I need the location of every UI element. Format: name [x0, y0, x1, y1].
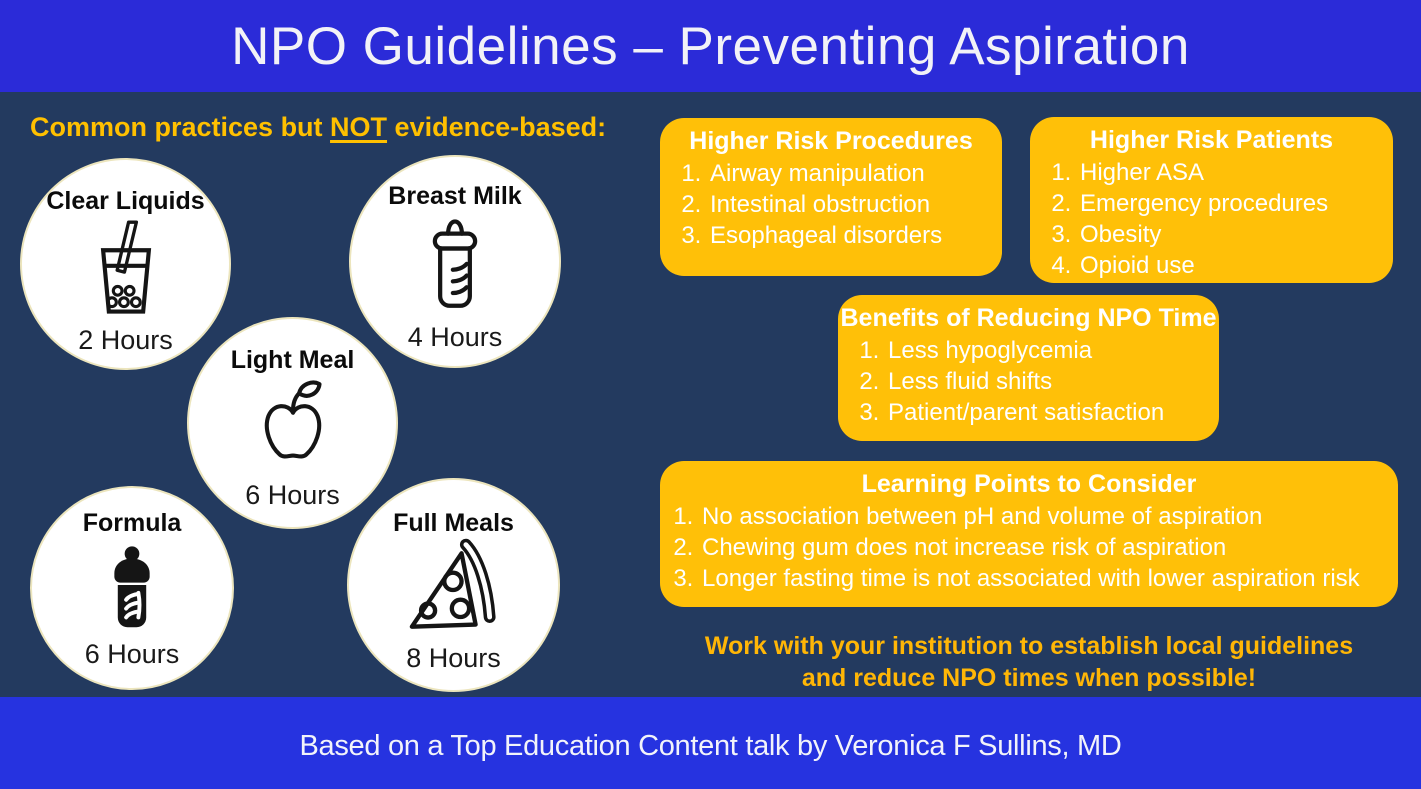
baby-bottle-solid-icon: [83, 536, 181, 640]
card-title: Benefits of Reducing NPO Time: [840, 304, 1217, 332]
fasting-item-label: Breast Milk: [388, 182, 522, 210]
title-banner: NPO Guidelines – Preventing Aspiration: [0, 0, 1421, 92]
card-list-item: Airway manipulation: [708, 158, 1002, 189]
card-higher-risk-procedures: Higher Risk Procedures Airway manipulati…: [660, 118, 1002, 276]
fasting-item-full-meals: Full Meals 8 Hours: [347, 478, 560, 692]
bubble-tea-cup-icon: [74, 214, 178, 326]
card-list-item: Patient/parent satisfaction: [886, 397, 1219, 428]
card-title: Higher Risk Patients: [1089, 126, 1334, 154]
fasting-item-formula: Formula 6 Hours: [30, 486, 234, 690]
card-benefits-reducing-npo-time: Benefits of Reducing NPO Time Less hypog…: [838, 295, 1219, 441]
card-list-item: Less fluid shifts: [886, 366, 1219, 397]
card-list: Higher ASA Emergency procedures Obesity …: [1030, 157, 1393, 281]
call-to-action-line1: Work with your institution to establish …: [704, 632, 1354, 660]
fasting-item-breast-milk: Breast Milk 4 Hours: [349, 155, 561, 368]
card-list-item: Opioid use: [1078, 250, 1393, 281]
call-to-action-line2: and reduce NPO times when possible!: [801, 664, 1257, 692]
heading-prefix: Common practices but: [30, 112, 331, 142]
credit-banner: Based on a Top Education Content talk by…: [0, 697, 1421, 789]
left-panel-heading: Common practices but NOT evidence-based:: [30, 112, 606, 143]
fasting-item-hours: 4 Hours: [407, 322, 503, 353]
card-title: Higher Risk Procedures: [689, 127, 973, 155]
card-list: No association between pH and volume of …: [660, 501, 1398, 594]
heading-emphasis: NOT: [330, 112, 388, 142]
fasting-item-clear-liquids: Clear Liquids 2 Hours: [20, 158, 231, 370]
pizza-slice-icon: [400, 536, 508, 644]
card-learning-points: Learning Points to Consider No associati…: [660, 461, 1398, 607]
fasting-item-hours: 6 Hours: [245, 480, 340, 511]
card-list-item: Higher ASA: [1078, 157, 1393, 188]
card-list-item: Chewing gum does not increase risk of as…: [700, 532, 1398, 563]
card-list-item: Intestinal obstruction: [708, 189, 1002, 220]
card-higher-risk-patients: Higher Risk Patients Higher ASA Emergenc…: [1030, 117, 1393, 283]
fasting-item-hours: 6 Hours: [84, 639, 180, 670]
card-list-item: Less hypoglycemia: [886, 335, 1219, 366]
fasting-item-label: Formula: [82, 509, 182, 537]
fasting-item-hours: 8 Hours: [406, 643, 501, 674]
heading-suffix: evidence-based:: [387, 112, 607, 142]
card-title: Learning Points to Consider: [861, 470, 1197, 498]
card-list-item: Emergency procedures: [1078, 188, 1393, 219]
card-list: Airway manipulation Intestinal obstructi…: [660, 158, 1002, 251]
fasting-item-label: Full Meals: [393, 509, 514, 537]
card-list-item: No association between pH and volume of …: [700, 501, 1398, 532]
credit-text: Based on a Top Education Content talk by…: [299, 729, 1122, 762]
call-to-action: Work with your institution to establish …: [660, 630, 1398, 694]
card-list-item: Esophageal disorders: [708, 220, 1002, 251]
fasting-item-label: Light Meal: [230, 346, 355, 374]
fasting-item-light-meal: Light Meal 6 Hours: [187, 317, 398, 529]
card-list-item: Obesity: [1078, 219, 1393, 250]
baby-bottle-outline-icon: [402, 209, 508, 323]
card-list: Less hypoglycemia Less fluid shifts Pati…: [838, 335, 1219, 428]
fasting-item-label: Clear Liquids: [46, 187, 205, 215]
apple-icon: [242, 373, 344, 481]
card-list-item: Longer fasting time is not associated wi…: [700, 563, 1398, 594]
page-title: NPO Guidelines – Preventing Aspiration: [231, 16, 1190, 76]
fasting-item-hours: 2 Hours: [78, 325, 173, 356]
